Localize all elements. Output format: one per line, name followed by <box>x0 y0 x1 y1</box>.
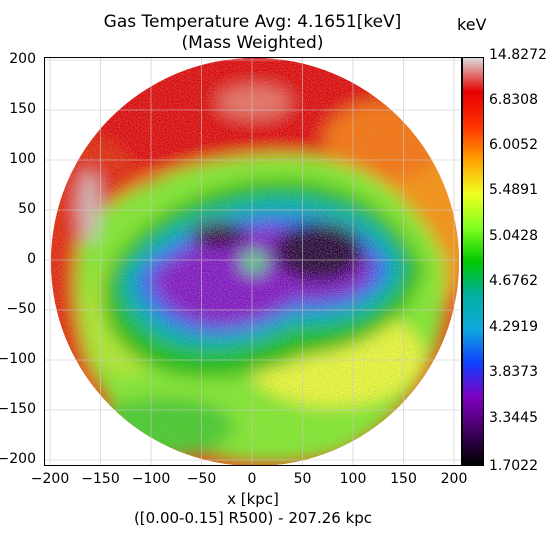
chart-title: Gas Temperature Avg: 4.1651[keV] <box>103 12 402 32</box>
x-tick-label: −200 <box>30 471 70 487</box>
colorbar-tick-label: 6.0052 <box>489 137 538 153</box>
y-tick-label: −200 <box>0 451 36 467</box>
colorbar <box>462 57 484 466</box>
colorbar-tick-label: 14.8272 <box>489 47 547 63</box>
colorbar-tick-label: 1.7022 <box>489 458 538 474</box>
colorbar-tick-label: 3.3445 <box>489 410 538 426</box>
y-tick-label: 0 <box>27 251 36 267</box>
y-tick-label: 50 <box>18 201 36 217</box>
x-tick-label: 100 <box>339 471 367 487</box>
colorbar-tick-label: 5.0428 <box>489 228 538 244</box>
colorbar-tick-label: 4.6762 <box>489 273 538 289</box>
temperature-map <box>51 58 459 466</box>
y-tick-label: −150 <box>0 401 36 417</box>
x-tick-label: 0 <box>247 471 257 487</box>
chart-footer: ([0.00-0.15] R500) - 207.26 kpc <box>133 509 373 527</box>
chart-subtitle: (Mass Weighted) <box>181 33 324 53</box>
plot-frame <box>44 57 462 466</box>
colorbar-tick-label: 6.8308 <box>489 92 538 108</box>
x-tick-label: −150 <box>81 471 120 487</box>
x-tick-label: −50 <box>186 471 217 487</box>
x-axis-label: x [kpc] <box>227 490 279 508</box>
y-tick-label: −50 <box>6 301 36 317</box>
colorbar-tick-label: 3.8373 <box>489 364 538 380</box>
y-tick-label: 150 <box>9 101 36 117</box>
colorbar-unit: keV <box>457 15 487 34</box>
x-tick-label: 50 <box>293 471 312 487</box>
colorbar-tick-label: 5.4891 <box>489 182 538 198</box>
y-tick-label: −100 <box>0 351 36 367</box>
y-tick-label: 100 <box>9 151 36 167</box>
plot-area <box>44 57 462 466</box>
x-tick-label: 150 <box>390 471 417 487</box>
x-tick-label: 200 <box>440 471 468 487</box>
colorbar-tick-label: 4.2919 <box>489 319 538 335</box>
grid <box>44 57 462 466</box>
x-tick-label: −100 <box>131 471 171 487</box>
y-tick-label: 200 <box>9 51 36 67</box>
